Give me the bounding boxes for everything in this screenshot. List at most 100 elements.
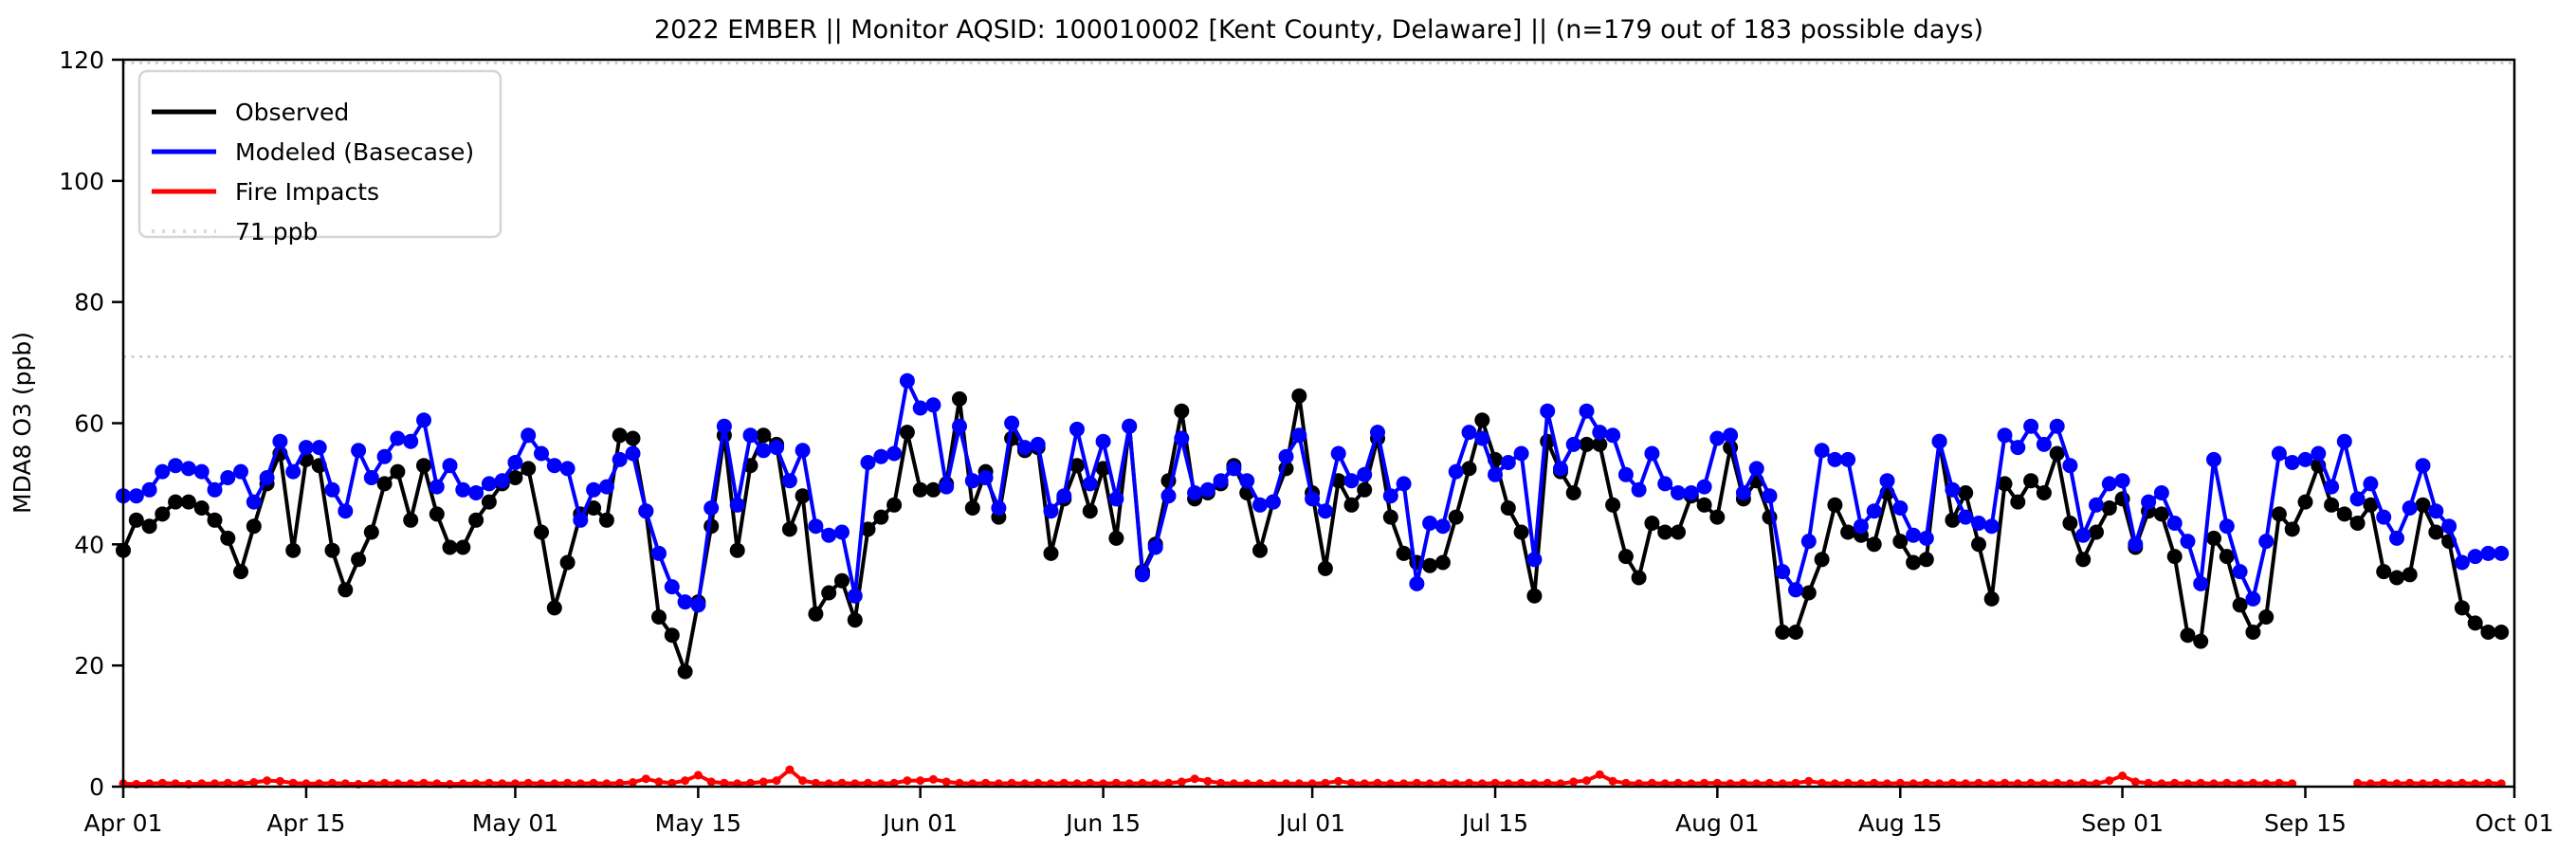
data-point [1595, 770, 1604, 779]
data-point [376, 448, 393, 464]
data-point [612, 427, 628, 444]
data-point [834, 572, 850, 589]
data-point [180, 461, 196, 477]
data-point [1174, 403, 1190, 419]
data-point [1343, 473, 1360, 489]
data-point [886, 445, 903, 462]
data-point [2170, 778, 2180, 788]
data-point [1199, 481, 1215, 498]
data-point [2363, 476, 2379, 492]
data-point [2075, 527, 2092, 543]
data-point [1069, 421, 1085, 437]
data-point [1605, 427, 1621, 444]
data-point [758, 777, 768, 787]
data-point [2405, 778, 2415, 788]
data-point [1543, 778, 1552, 788]
x-tick-label: Jul 15 [1460, 809, 1528, 837]
data-point [380, 778, 390, 788]
data-point [207, 512, 223, 528]
data-point [952, 390, 967, 407]
data-point [781, 473, 797, 489]
data-point [1631, 481, 1647, 498]
legend-label-observed: Observed [235, 99, 349, 126]
data-point [1553, 461, 1568, 477]
data-point [1983, 518, 2000, 535]
data-point [2141, 494, 2157, 510]
data-point [2062, 516, 2078, 531]
data-point [507, 455, 523, 470]
data-point [808, 606, 824, 622]
data-point [2105, 776, 2114, 786]
data-point [2053, 778, 2062, 788]
x-axis: Apr 01 Apr 15 May 01 May 15 Jun 01 Jun 15 Jul … [83, 787, 2553, 837]
data-point [1108, 491, 1124, 507]
data-point [1853, 518, 1869, 535]
data-point [1879, 473, 1895, 489]
data-point [2232, 597, 2248, 613]
data-point [2376, 564, 2392, 580]
data-point [977, 470, 994, 485]
data-point [1657, 524, 1673, 540]
x-tick-label: May 15 [655, 809, 741, 837]
data-point [1461, 461, 1477, 477]
data-point [1373, 778, 1382, 788]
data-point [546, 600, 562, 616]
data-point [2075, 552, 2092, 568]
legend-label-refline: 71 ppb [235, 218, 318, 245]
data-point [2036, 485, 2052, 500]
data-point [720, 778, 729, 788]
data-point [351, 443, 367, 459]
data-point [1945, 512, 1961, 528]
data-point [1138, 778, 1147, 788]
data-point [821, 585, 837, 601]
data-point [403, 433, 419, 449]
data-point [1108, 530, 1124, 546]
data-point [1582, 776, 1591, 786]
data-point [693, 771, 703, 780]
data-point [1396, 476, 1412, 492]
data-point [2441, 518, 2457, 535]
data-point [651, 609, 667, 625]
data-point [328, 778, 337, 788]
data-point [1357, 481, 1373, 498]
data-point [1866, 503, 1882, 519]
y-tick-label: 20 [74, 652, 104, 680]
data-point [2480, 545, 2496, 561]
data-point [1513, 445, 1529, 462]
data-point [1974, 778, 1983, 788]
data-point [1526, 588, 1543, 604]
data-point [615, 778, 625, 788]
legend-item-observed: Observed [152, 99, 349, 126]
data-point [873, 448, 889, 464]
data-point [2428, 524, 2444, 540]
data-point [468, 485, 484, 500]
data-point [729, 497, 745, 513]
y-axis: 0 20 40 60 80 100 120 [59, 46, 123, 801]
data-point [772, 776, 781, 786]
data-point [2494, 545, 2510, 561]
data-point [311, 440, 327, 456]
data-point [128, 488, 144, 504]
data-point [1605, 497, 1621, 513]
data-point [756, 443, 772, 459]
data-point [2363, 497, 2379, 513]
series-observed [116, 388, 2510, 680]
data-point [285, 542, 301, 558]
x-tick-label: Sep 01 [2081, 809, 2164, 837]
data-point [1843, 778, 1853, 788]
data-point [2428, 503, 2444, 519]
data-point [1517, 778, 1526, 788]
data-point [1683, 485, 1699, 500]
data-point [1422, 557, 1438, 573]
data-point [641, 774, 650, 784]
data-point [1007, 778, 1016, 788]
data-point [1382, 488, 1398, 504]
data-point [141, 518, 157, 535]
data-point [1621, 778, 1631, 788]
data-point [2089, 497, 2104, 513]
data-point [2049, 418, 2065, 434]
data-point [155, 463, 171, 480]
data-point [507, 470, 523, 485]
data-point [429, 506, 445, 522]
data-point [703, 500, 720, 516]
